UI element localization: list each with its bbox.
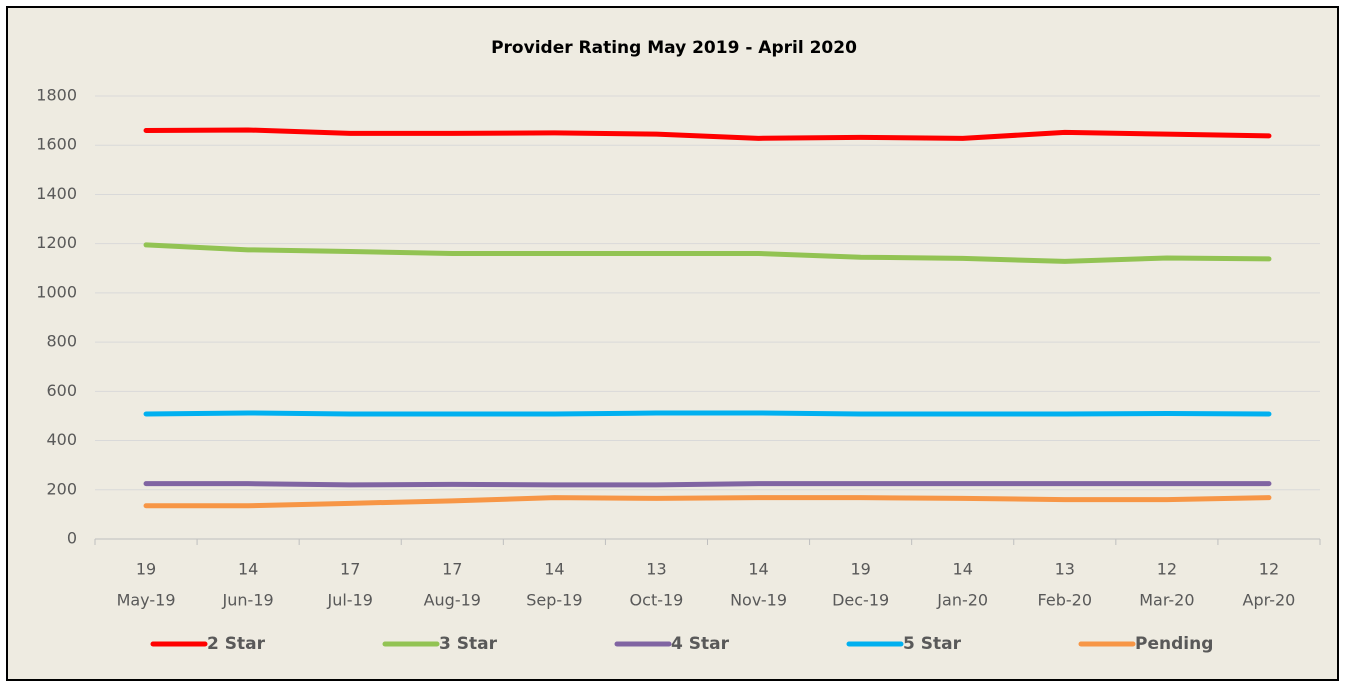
legend-label: Pending [1135,634,1213,654]
y-tick-label: 200 [46,479,77,498]
legend-label: 4 Star [671,634,730,654]
legend-label: 2 Star [207,634,266,654]
x-tick-label: Mar-20 [1139,591,1194,610]
x-tick-label: 14 [953,560,973,579]
x-tick-label: Oct-19 [630,591,684,610]
x-tick-label: 17 [442,560,462,579]
x-tick-label: 12 [1157,560,1177,579]
x-tick-label: 14 [748,560,768,579]
x-tick-label: Nov-19 [730,591,787,610]
y-tick-label: 1800 [36,86,77,105]
x-tick-label: 14 [544,560,564,579]
y-tick-label: 1000 [36,282,77,301]
y-tick-label: 1200 [36,233,77,252]
x-tick-label: Apr-20 [1243,591,1296,610]
x-tick-label: May-19 [117,591,176,610]
x-tick-label: 12 [1259,560,1279,579]
y-tick-label: 400 [46,430,77,449]
x-tick-label: Jan-20 [936,591,988,610]
x-tick-label: Jul-19 [326,591,372,610]
x-tick-label: 14 [238,560,258,579]
x-tick-label: 13 [1055,560,1075,579]
series-line [143,410,1272,417]
x-tick-label: 19 [850,560,870,579]
x-tick-label: 19 [136,560,156,579]
series-line [143,481,1272,488]
x-tick-label: 17 [340,560,360,579]
legend-label: 5 Star [903,634,962,654]
y-tick-label: 1600 [36,135,77,154]
x-tick-label: Feb-20 [1038,591,1092,610]
x-tick-label: Sep-19 [526,591,582,610]
x-tick-label: 13 [646,560,666,579]
series-line [143,242,1272,264]
y-tick-label: 600 [46,381,77,400]
y-tick-label: 1400 [36,184,77,203]
y-tick-label: 800 [46,332,77,351]
series-line [143,127,1272,141]
chart-title: Provider Rating May 2019 - April 2020 [491,38,857,58]
legend-label: 3 Star [439,634,498,654]
x-tick-label: Aug-19 [424,591,481,610]
series-line [143,495,1272,509]
y-tick-label: 0 [67,529,77,548]
x-tick-label: Jun-19 [222,591,274,610]
x-tick-label: Dec-19 [832,591,889,610]
chart-area [6,6,1339,681]
